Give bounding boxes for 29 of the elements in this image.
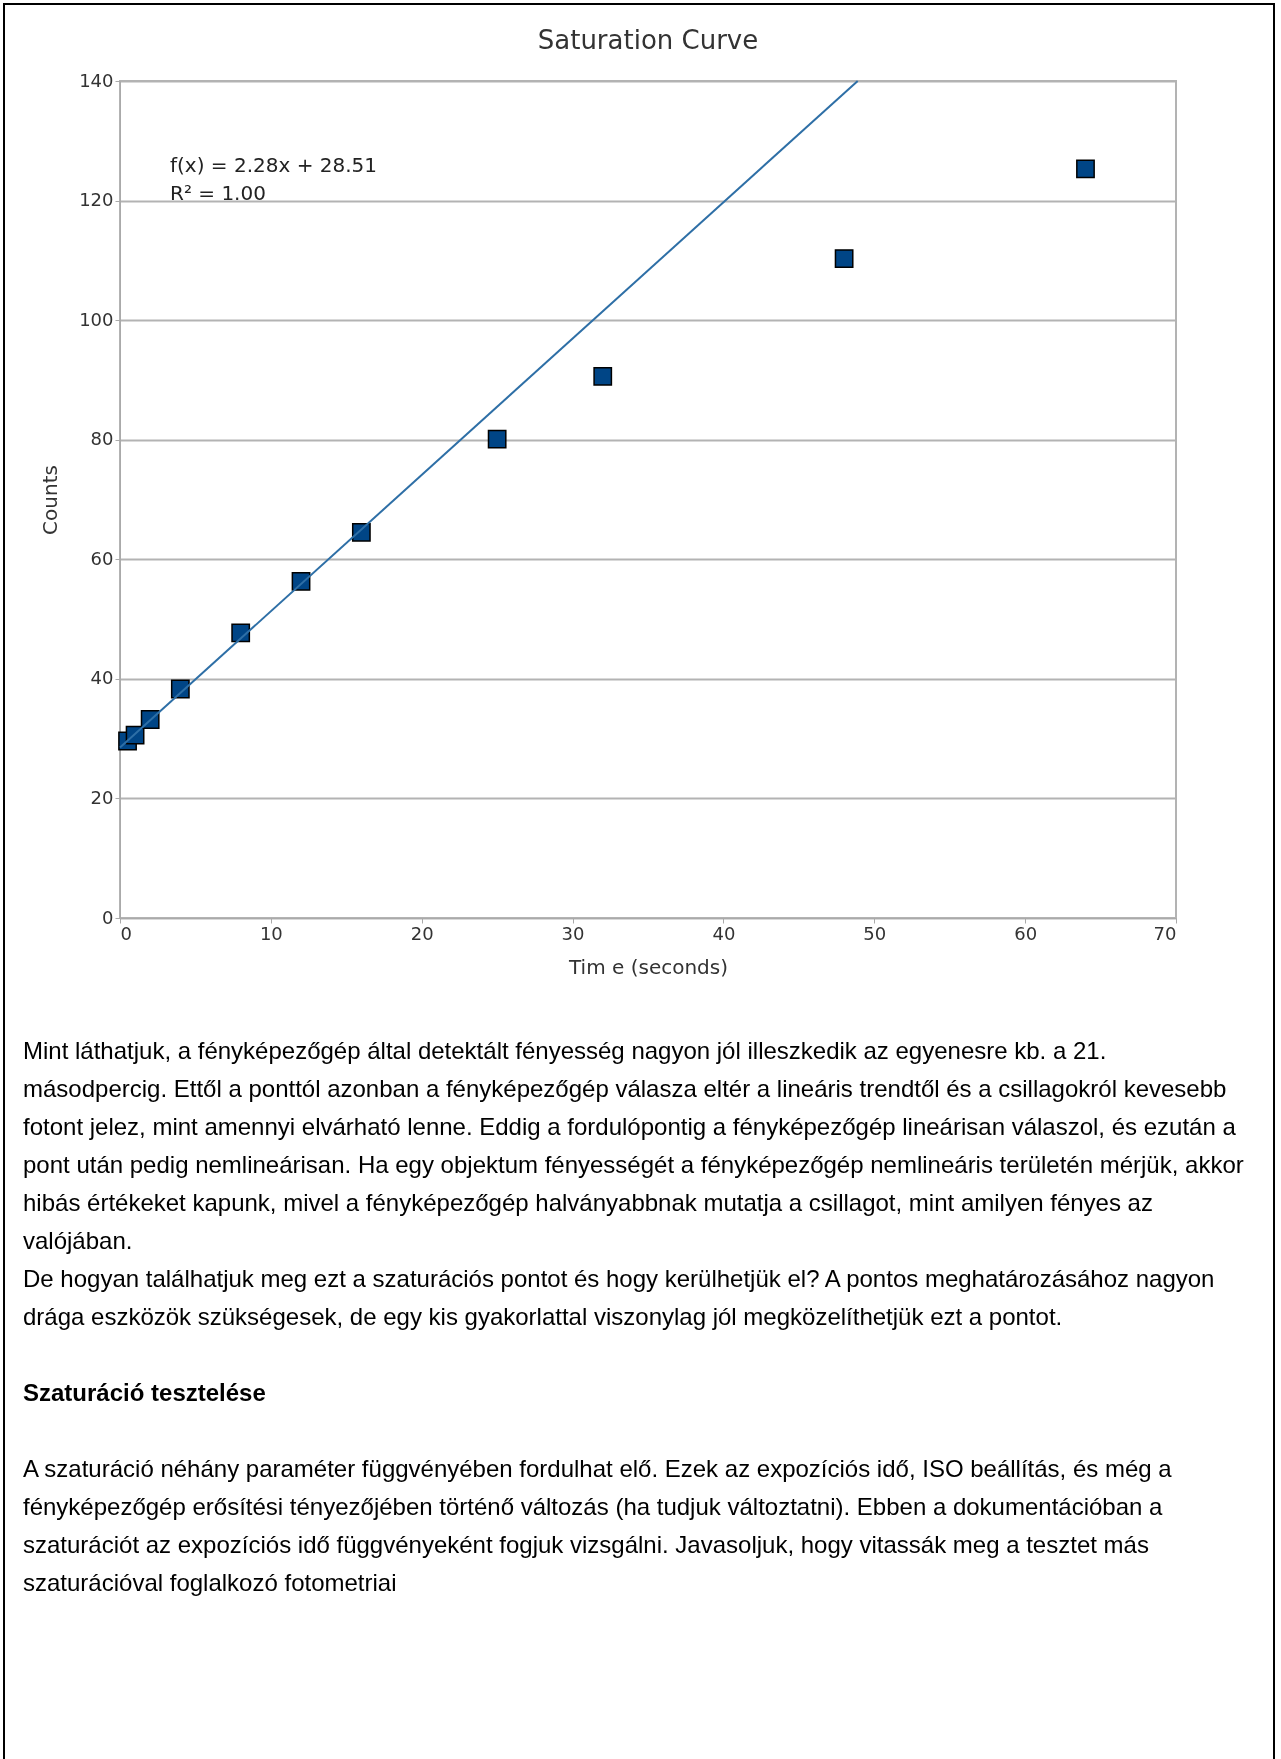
y-tick-label: 40 [90,667,114,689]
point [834,249,854,268]
point [593,366,613,386]
x-tick-label: 70 [1153,922,1177,944]
text: A szaturáció néhány paraméter függvényében fordulhat elő. Ezek az expozíciós idő, ISO beállítás, és még a fényképezőgép erősítési tényezőjében történő változás (ha tudjuk változtatni). Ebben a dokumentációban a szaturációt az expozíciós idő függvényeként fogjuk vizsgálni. Javasoljuk, hogy vitassák meg a tesztet más szaturációval foglalkozó fotometriai [23,1454,1173,1598]
y-tick-label: 100 [79,308,114,330]
y-tick-label: 20 [90,786,114,808]
y-tick-label: 0 [102,906,114,928]
x-tick-label: 0 [120,922,132,944]
chart-title: Saturation Curve [537,25,759,55]
text: Szaturáció tesztelése [23,1378,267,1408]
annotation: R² = 1.00 [170,181,266,205]
x-tick-label: 50 [863,922,887,944]
x-axis-title: Tim e (seconds) [567,954,729,979]
y-tick-label: 60 [90,547,114,569]
y-tick-label: 140 [79,69,114,91]
x-tick-label: 20 [410,922,434,944]
x-tick-label: 10 [259,922,283,944]
point [487,429,507,449]
y-tick-label: 120 [79,189,114,211]
x-tick-label: 60 [1014,922,1038,944]
annotation: f(x) = 2.28x + 28.51 [170,153,378,177]
point [1076,159,1095,179]
y-axis-title: Counts [38,465,63,535]
text: Mint láthatjuk, a fényképezőgép által detektált fényesség nagyon jól illeszkedik az egyenesre kb. a 21. másodpercig. Ettől a ponttól azonban a fényképezőgép válasza eltér a lineáris trendtől és a csillagokról kevesebb fotont jelez, mint amennyi elvárható lenne. Eddig a fordulópontig a fényképezőgép lineárisan válaszol, és ezután a pont után pedig nemlineárisan. Ha egy objektum fényességét a fényképezőgép nemlineáris területén mérjük, akkor hibás értékeket kapunk, mivel a fényképezőgép halványabbnak mutatja a csillagot, mint amilyen fényes az valójában. [23,1036,1245,1256]
text: De hogyan találhatjuk meg ezt a szaturációs pontot és hogy kerülhetjük el? A pontos meghatározásához nagyon drága eszközök szükségesek, de egy kis gyakorlattal viszonylag jól megközelíthetjük ezt a pontot. [23,1264,1216,1332]
y-tick-label: 80 [90,428,114,450]
x-tick-label: 40 [712,922,736,944]
x-tick-label: 30 [561,922,585,944]
